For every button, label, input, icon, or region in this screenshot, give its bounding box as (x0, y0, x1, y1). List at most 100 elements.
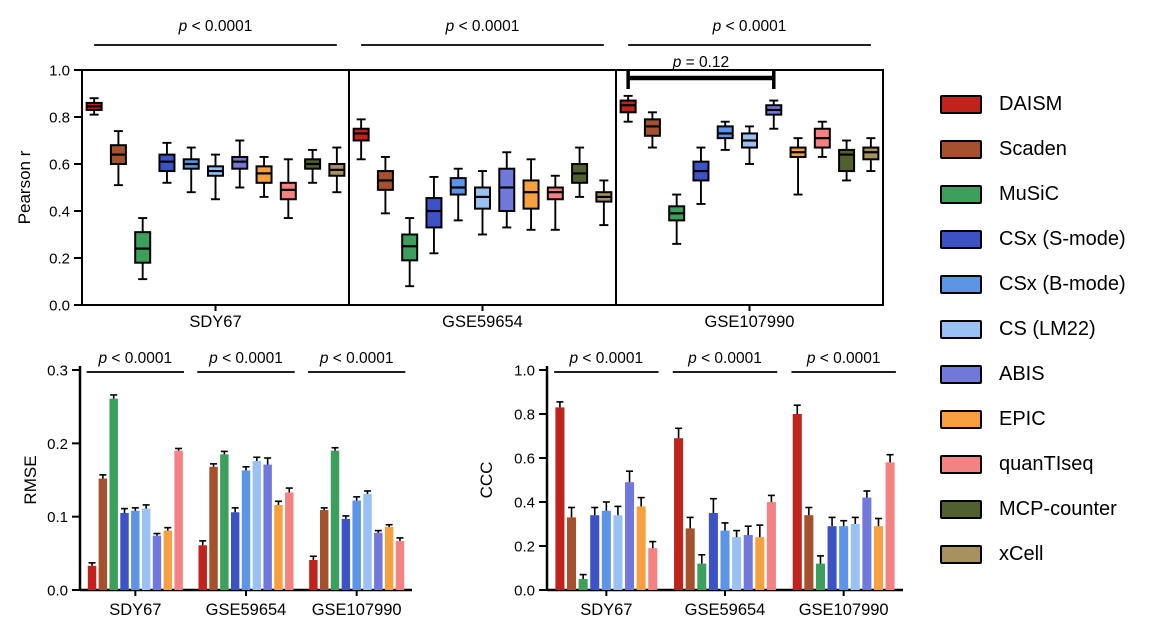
bar-CSx (B-mode) (131, 510, 140, 590)
bar-ABIS (374, 532, 383, 590)
legend-item-CSx (B-mode): CSx (B-mode) (940, 273, 1126, 296)
ccc-xtick-label: GSE59654 (685, 601, 766, 619)
bar-CSx (S-mode) (708, 513, 718, 590)
bar-Scaden (98, 478, 108, 590)
bar-MuSiC (220, 454, 229, 590)
ccc-ytick-label: 0.2 (514, 539, 535, 556)
bar-EPIC (384, 526, 394, 590)
legend-label: ABIS (999, 363, 1045, 385)
bar-CSx (B-mode) (839, 526, 849, 590)
bar-CS (LM22) (850, 524, 860, 590)
bar-Scaden (804, 515, 814, 590)
box-MCP-counter (571, 146, 589, 198)
pearson-ylabel: Pearson r (15, 150, 34, 224)
legend-swatch-icon (940, 185, 982, 204)
pearson-ytick-label: 0.6 (49, 157, 70, 174)
bar-DAISM (87, 565, 97, 590)
bar-ABIS (152, 535, 162, 590)
bar-CSx (S-mode) (230, 512, 240, 590)
pearson-panel-GSE59654 (352, 118, 613, 288)
bar-MuSiC (330, 450, 340, 590)
ccc-ytick-label: 0.6 (514, 451, 535, 468)
box-CS (LM22) (474, 170, 491, 236)
rmse-ytick-label: 0.3 (47, 363, 68, 380)
bar-DAISM (198, 545, 207, 590)
legend-label: xCell (999, 543, 1044, 565)
box-Scaden (376, 155, 394, 215)
pearson-extra-bracket: p = 0.12 (626, 54, 776, 89)
ccc-bar-chart: 0.0 0.2 0.4 0.6 0.8 1.0 CCC SDY67 p < 0.0001 GSE5… (477, 350, 903, 619)
bar-MuSiC (109, 398, 118, 590)
bar-CSx (S-mode) (341, 518, 351, 590)
pearson-xtick-label: SDY67 (189, 313, 241, 331)
legend-swatch-icon (940, 275, 982, 294)
ccc-p-label: p < 0.0001 (568, 350, 643, 367)
rmse-xtick-label: GSE107990 (312, 601, 402, 619)
ccc-ylabel: CCC (477, 462, 496, 499)
bar-Scaden (209, 466, 218, 590)
legend-item-CSx (S-mode): CSx (S-mode) (940, 228, 1126, 251)
bar-CSx (B-mode) (720, 530, 730, 590)
legend-swatch-icon (940, 320, 982, 339)
box-quanTIseq (813, 120, 831, 158)
pearson-panel-SDY67 (85, 97, 346, 281)
bar-quanTIseq (395, 540, 405, 590)
pearson-ytick-label: 0.4 (49, 204, 70, 221)
rmse-ytick-label: 0.2 (47, 436, 68, 453)
pearson-ytick-label: 0.8 (49, 110, 70, 127)
pearson-boxplot-chart: 0.0 0.2 0.4 0.6 0.8 1.0 Pearson r SDY67 p < 0.00… (15, 18, 884, 331)
legend-swatch-icon (940, 455, 982, 474)
ccc-xtick-label: GSE107990 (799, 601, 889, 619)
legend-item-MuSiC: MuSiC (940, 183, 1126, 206)
bar-EPIC (274, 504, 283, 590)
box-MCP-counter (304, 148, 322, 184)
pearson-ytick-label: 1.0 (49, 63, 70, 80)
ccc-group-SDY67 (555, 401, 658, 590)
pearson-p-label: p < 0.0001 (178, 18, 253, 35)
bar-Scaden (685, 528, 695, 590)
bar-EPIC (636, 506, 646, 590)
bar-ABIS (625, 482, 635, 590)
bar-CS (LM22) (732, 537, 742, 590)
bar-quanTIseq (174, 450, 183, 590)
pearson-extra-p-label: p = 0.12 (672, 54, 729, 71)
ccc-group-GSE59654 (674, 427, 776, 590)
legend-item-ABIS: ABIS (940, 363, 1126, 386)
bar-CSx (S-mode) (590, 515, 600, 590)
bar-quanTIseq (648, 548, 658, 590)
rmse-group-SDY67 (87, 394, 183, 590)
ccc-ytick-label: 0.0 (514, 583, 535, 600)
bar-CSx (B-mode) (601, 510, 611, 590)
box-CSx (B-mode) (449, 167, 467, 222)
bar-CS (LM22) (252, 460, 262, 590)
box-CSx (S-mode) (158, 141, 176, 184)
legend-swatch-icon (940, 230, 982, 249)
pearson-ytick-label: 0.0 (49, 298, 70, 315)
ccc-ytick-label: 0.4 (514, 495, 535, 512)
bar-DAISM (674, 438, 684, 590)
rmse-xtick-label: SDY67 (109, 601, 161, 619)
box-xCell (328, 146, 346, 194)
box-CSx (S-mode) (425, 175, 443, 255)
rmse-p-label: p < 0.0001 (319, 350, 394, 367)
rmse-group-GSE107990 (309, 446, 405, 590)
bar-quanTIseq (766, 502, 776, 590)
bar-DAISM (555, 407, 565, 590)
box-EPIC (255, 155, 273, 198)
box-ABIS (231, 139, 249, 189)
bar-CSx (B-mode) (241, 470, 251, 590)
bar-ABIS (862, 497, 872, 590)
bar-Scaden (566, 517, 577, 590)
box-Scaden (643, 111, 661, 149)
bar-CS (LM22) (613, 515, 623, 590)
pearson-p-label: p < 0.0001 (712, 18, 787, 35)
legend-swatch-icon (940, 545, 982, 564)
bar-ABIS (263, 464, 272, 590)
rmse-p-label: p < 0.0001 (208, 350, 283, 367)
legend-swatch-icon (940, 365, 982, 384)
legend-item-DAISM: DAISM (940, 93, 1126, 116)
bar-EPIC (755, 537, 765, 590)
legend-swatch-icon (940, 410, 982, 429)
pearson-panel-GSE107990 (619, 94, 880, 245)
bar-EPIC (873, 526, 884, 590)
